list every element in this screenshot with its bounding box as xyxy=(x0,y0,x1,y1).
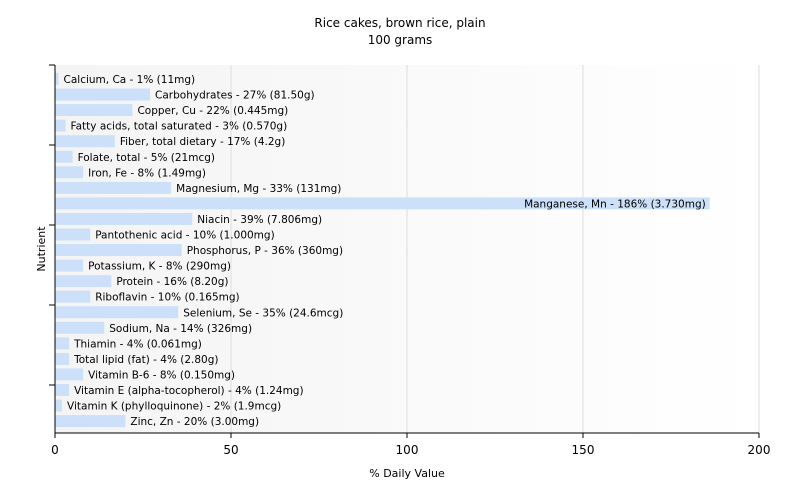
bar xyxy=(55,212,193,225)
grid-lines xyxy=(230,65,760,433)
bar xyxy=(55,197,710,210)
bar-label: Carbohydrates - 27% (81.50g) xyxy=(155,90,315,102)
chart-subtitle: 100 grams xyxy=(368,33,433,47)
bar-label: Selenium, Se - 35% (24.6mcg) xyxy=(183,307,343,319)
bar xyxy=(55,150,73,163)
bar-label: Iron, Fe - 8% (1.49mg) xyxy=(88,167,206,179)
bar xyxy=(55,228,91,241)
bars-group xyxy=(55,73,710,428)
bar-label: Zinc, Zn - 20% (3.00mg) xyxy=(130,416,259,428)
bar xyxy=(55,244,182,257)
bar-label: Copper, Cu - 22% (0.445mg) xyxy=(137,105,288,117)
bar-label: Vitamin E (alpha-tocopherol) - 4% (1.24m… xyxy=(74,385,304,397)
bar-label: Phosphorus, P - 36% (360mg) xyxy=(187,245,343,257)
bar xyxy=(55,368,84,381)
bar-label: Folate, total - 5% (21mcg) xyxy=(78,152,215,164)
bar-label: Thiamin - 4% (0.061mg) xyxy=(73,338,202,350)
x-ticks-group: 0 50 100 150 200 xyxy=(51,433,770,457)
bar xyxy=(55,275,112,288)
bar xyxy=(55,88,151,101)
bar xyxy=(55,306,179,319)
bar-label: Niacin - 39% (7.806mg) xyxy=(197,214,322,226)
bar-label: Protein - 16% (8.20g) xyxy=(116,276,228,288)
bar-label: Sodium, Na - 14% (326mg) xyxy=(109,323,252,335)
x-tick-label: 100 xyxy=(396,443,419,457)
bar-label: Pantothenic acid - 10% (1.000mg) xyxy=(95,230,274,242)
bar-label: Total lipid (fat) - 4% (2.80g) xyxy=(73,354,218,366)
bar xyxy=(55,415,126,428)
bar xyxy=(55,135,115,148)
bar xyxy=(55,399,63,412)
chart-title: Rice cakes, brown rice, plain xyxy=(314,16,485,30)
bar-label: Potassium, K - 8% (290mg) xyxy=(88,261,231,273)
bar-label: Vitamin K (phylloquinone) - 2% (1.9mcg) xyxy=(67,401,281,413)
y-ticks-group xyxy=(49,64,55,386)
bar-label: Vitamin B-6 - 8% (0.150mg) xyxy=(88,369,235,381)
x-axis-label: % Daily Value xyxy=(369,467,445,480)
x-tick-label: 200 xyxy=(748,443,771,457)
bar-label: Fatty acids, total saturated - 3% (0.570… xyxy=(71,121,288,133)
x-tick-label: 150 xyxy=(572,443,595,457)
bar xyxy=(55,337,70,350)
bar xyxy=(55,321,105,334)
bar-label: Fiber, total dietary - 17% (4.2g) xyxy=(120,136,285,148)
bar xyxy=(55,290,91,303)
bar-label: Manganese, Mn - 186% (3.730mg) xyxy=(524,198,706,210)
bar-label: Magnesium, Mg - 33% (131mg) xyxy=(176,183,341,195)
bar-label: Riboflavin - 10% (0.165mg) xyxy=(95,292,239,304)
x-tick-label: 0 xyxy=(51,443,59,457)
bar xyxy=(55,104,133,117)
bar xyxy=(55,259,84,272)
bar xyxy=(55,73,59,85)
bar-labels-group: Calcium, Ca - 1% (11mg) Carbohydrates - 2… xyxy=(64,74,706,428)
bar xyxy=(55,352,70,365)
bar-label: Calcium, Ca - 1% (11mg) xyxy=(64,74,196,86)
y-axis-label: Nutrient xyxy=(35,226,48,272)
x-tick-label: 50 xyxy=(223,443,238,457)
bar xyxy=(55,119,66,132)
bar xyxy=(55,181,172,194)
bar xyxy=(55,166,84,179)
bar xyxy=(55,384,70,396)
